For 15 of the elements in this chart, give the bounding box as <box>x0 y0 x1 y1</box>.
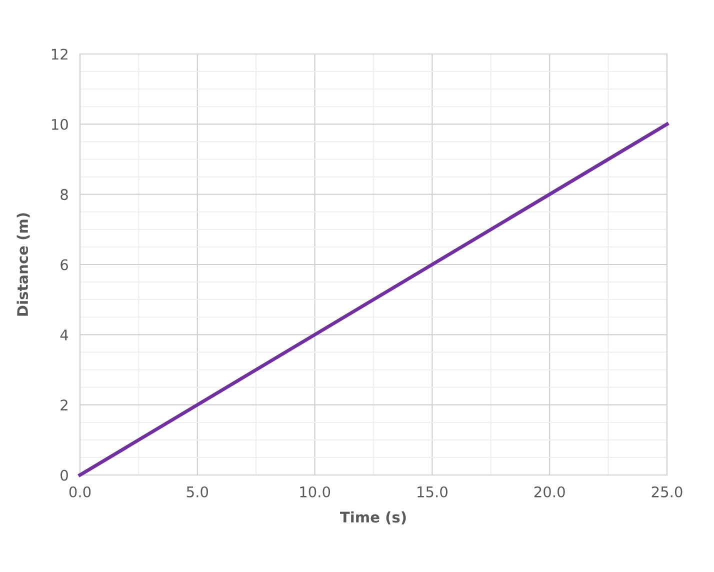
y-tick-label: 0 <box>60 470 68 481</box>
x-tick-label: 15.0 <box>418 486 448 498</box>
y-tick-label: 10 <box>52 118 68 130</box>
x-tick-label: 5.0 <box>186 486 208 498</box>
y-tick-label: 6 <box>60 259 68 270</box>
y-tick-label: 2 <box>60 400 68 410</box>
y-tick-label: 8 <box>60 189 68 200</box>
x-tick-label: 20.0 <box>534 486 565 498</box>
y-tick-label: 4 <box>60 330 68 340</box>
x-tick-label: 25.0 <box>652 486 682 498</box>
x-tick-label: 10.0 <box>300 486 330 498</box>
x-tick-label: 0.0 <box>69 486 91 498</box>
x-axis-title: Time (s) <box>340 511 406 524</box>
y-tick-label: 12 <box>52 48 68 60</box>
y-axis-title: Distance (m) <box>16 213 30 316</box>
